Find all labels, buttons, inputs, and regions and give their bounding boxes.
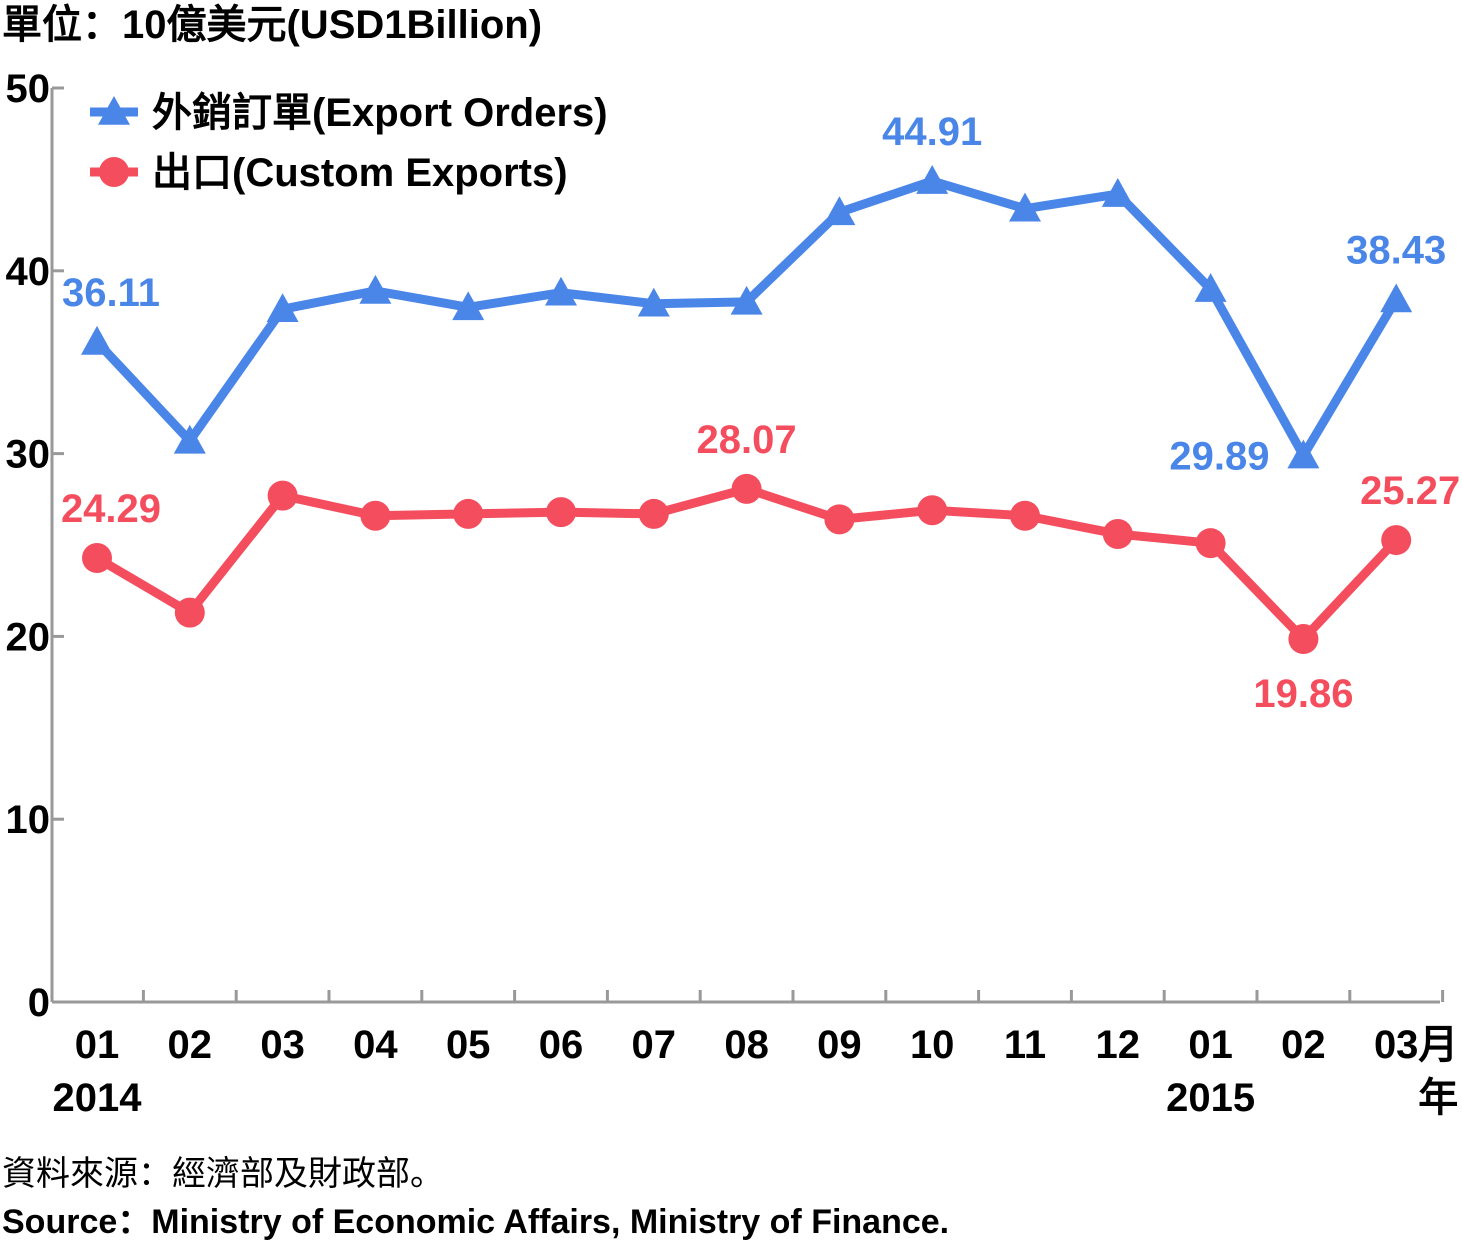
series-point [453, 498, 484, 529]
x-tick-label: 03 [260, 1023, 305, 1067]
legend-label: 外銷訂單(Export Orders) [152, 91, 608, 135]
series-point [1101, 178, 1134, 207]
series-point [823, 196, 856, 226]
series-point [359, 274, 392, 304]
x-tick-label: 10 [910, 1023, 955, 1067]
x-tick-label: 02 [168, 1023, 213, 1067]
series-point [1287, 439, 1320, 469]
series-point [174, 597, 205, 628]
series-point [81, 325, 113, 355]
series-point [1381, 525, 1412, 556]
series-0: 36.11 44.91 29.89 38.43 [62, 110, 1446, 479]
x-year-label: 2015 [1166, 1076, 1255, 1120]
series-layer: 36.11 44.91 29.89 38.43 24.29 28.07 19.86 25.27 [61, 110, 1460, 716]
series-point [637, 287, 670, 317]
series-point [1194, 273, 1227, 302]
series-point [173, 424, 206, 454]
series-line [94, 484, 1400, 644]
series-point [1380, 283, 1413, 313]
series-point [731, 473, 762, 504]
series-point [360, 500, 391, 531]
series-1: 24.29 28.07 19.86 25.27 [61, 418, 1460, 716]
series-point [545, 276, 577, 306]
y-tick-label: 20 [6, 615, 51, 659]
series-point [266, 293, 299, 322]
source-en: Source：Ministry of Economic Affairs, Min… [2, 1203, 949, 1241]
x-tick-label: 07 [632, 1023, 677, 1067]
x-tick-label: 08 [724, 1023, 769, 1067]
unit-label: 單位：10億美元(USD1Billion) [2, 3, 542, 47]
x-tick-label: 11 [1004, 1023, 1046, 1067]
y-tick-label: 0 [28, 981, 50, 1025]
legend: 外銷訂單(Export Orders) 出口(Custom Exports) [90, 91, 608, 195]
series-point [1288, 623, 1319, 654]
x-tick-label: 03 [1374, 1023, 1419, 1067]
data-label: 36.11 [62, 271, 160, 315]
series-point [1102, 519, 1133, 550]
y-tick-label: 30 [6, 433, 51, 477]
x-tick-label: 01 [1188, 1023, 1233, 1067]
x-tick-label: 04 [353, 1023, 398, 1067]
y-tick-label: 40 [6, 250, 51, 294]
data-label: 19.86 [1253, 672, 1353, 716]
series-point [452, 291, 485, 321]
legend-label: 出口(Custom Exports) [152, 151, 568, 195]
series-point [1010, 500, 1040, 531]
y-tick-label: 50 [6, 67, 51, 111]
data-label: 24.29 [61, 487, 161, 531]
x-unit-year: 年 [1418, 1076, 1458, 1120]
data-label: 28.07 [697, 418, 797, 462]
series-point [1009, 192, 1041, 222]
x-tick-label: 12 [1096, 1023, 1141, 1067]
data-label: 44.91 [882, 110, 982, 154]
y-tick-label: 10 [6, 798, 51, 842]
legend-marker [98, 96, 130, 125]
data-label: 25.27 [1360, 469, 1460, 513]
x-tick-label: 05 [446, 1023, 491, 1067]
legend-marker [99, 157, 129, 187]
series-point [730, 285, 763, 315]
series-point [917, 495, 948, 526]
source-zh: 資料來源：經濟部及財政部。 [2, 1155, 444, 1193]
axes: 0 10 20 30 40 50 01 02 03 04 05 06 07 08 09 10 11 12 01 02 0… [6, 67, 1459, 1120]
series-point [82, 542, 112, 573]
series-point [824, 504, 855, 535]
x-tick-label: 01 [75, 1023, 120, 1067]
x-tick-label: 02 [1281, 1023, 1326, 1067]
data-label: 38.43 [1346, 228, 1446, 272]
series-point [546, 497, 576, 528]
x-year-label: 2014 [53, 1076, 143, 1120]
x-unit-month: 月 [1418, 1023, 1458, 1067]
data-label: 29.89 [1169, 435, 1269, 479]
series-point [267, 480, 298, 511]
series-point [1195, 528, 1226, 559]
series-point [916, 165, 949, 194]
x-tick-label: 09 [817, 1023, 862, 1067]
series-point [638, 498, 669, 529]
x-tick-label: 06 [539, 1023, 584, 1067]
